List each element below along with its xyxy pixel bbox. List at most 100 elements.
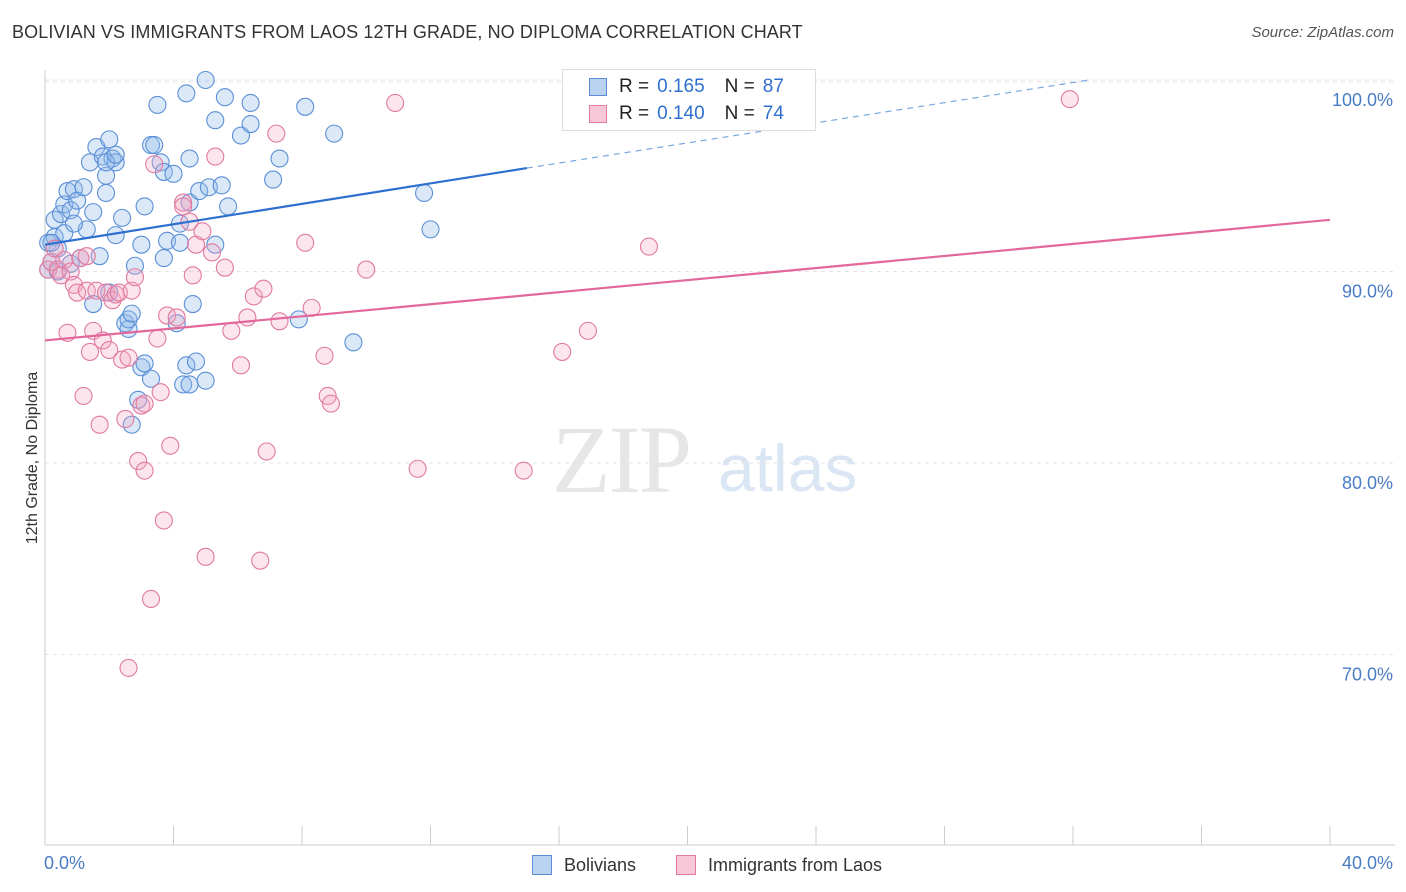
data-point bbox=[325, 124, 344, 143]
data-point bbox=[257, 442, 276, 461]
data-point bbox=[415, 183, 434, 203]
data-point bbox=[212, 176, 231, 195]
data-point bbox=[135, 394, 154, 413]
legend-row-laos: R = 0.140 N = 74 bbox=[589, 101, 784, 127]
data-point bbox=[241, 93, 260, 113]
y-tick-label: 90.0% bbox=[1342, 282, 1393, 302]
legend-n-value: 74 bbox=[762, 103, 784, 124]
data-point bbox=[154, 511, 173, 530]
legend-swatch-bolivians bbox=[589, 78, 607, 96]
legend-r-value: 0.140 bbox=[657, 103, 705, 124]
data-point bbox=[206, 147, 225, 166]
axes bbox=[44, 70, 1395, 846]
data-point bbox=[154, 249, 173, 268]
data-point bbox=[219, 197, 238, 216]
data-point bbox=[84, 203, 103, 222]
watermark-zip: ZIP bbox=[552, 406, 692, 513]
data-point bbox=[251, 551, 270, 570]
trend-line-extension bbox=[526, 79, 1090, 169]
data-point bbox=[177, 356, 196, 375]
data-point bbox=[296, 97, 315, 116]
data-point bbox=[119, 348, 138, 367]
data-point bbox=[174, 193, 193, 212]
data-point bbox=[61, 201, 80, 220]
tick-labels: 70.0% 80.0% 90.0% 100.0% 0.0% 40.0% bbox=[44, 90, 1393, 873]
series-bolivians bbox=[39, 70, 440, 434]
data-point bbox=[132, 235, 151, 254]
data-point bbox=[180, 149, 199, 168]
data-point bbox=[1060, 90, 1079, 109]
legend-swatch-laos bbox=[589, 105, 607, 123]
data-point bbox=[270, 312, 289, 331]
data-point bbox=[125, 268, 144, 287]
data-point bbox=[145, 155, 164, 174]
data-point bbox=[264, 170, 283, 189]
data-point bbox=[315, 346, 334, 365]
source-label: Source: ZipAtlas.com bbox=[1251, 24, 1394, 41]
data-point bbox=[296, 233, 315, 252]
data-point bbox=[254, 279, 273, 298]
data-point bbox=[231, 356, 251, 375]
data-point bbox=[174, 197, 193, 216]
data-point bbox=[386, 93, 405, 113]
trend-line bbox=[44, 218, 1331, 342]
data-point bbox=[55, 250, 74, 270]
data-point bbox=[164, 164, 183, 183]
data-point bbox=[639, 237, 659, 256]
data-point bbox=[116, 409, 135, 429]
data-point bbox=[267, 124, 286, 143]
data-point bbox=[113, 350, 132, 369]
legend-correlation: R = 0.165 N = 87 R = 0.140 N = 74 bbox=[562, 69, 816, 131]
data-point bbox=[96, 153, 116, 172]
data-point bbox=[151, 153, 170, 172]
legend-item-bolivians: Bolivians bbox=[532, 852, 636, 878]
y-tick-label: 80.0% bbox=[1342, 473, 1393, 493]
legend-label-bolivians: Bolivians bbox=[564, 854, 637, 875]
data-point bbox=[113, 208, 132, 227]
data-point bbox=[161, 436, 180, 455]
y-tick-label: 100.0% bbox=[1332, 90, 1393, 110]
data-point bbox=[52, 205, 71, 224]
series-laos bbox=[39, 90, 1079, 677]
data-point bbox=[61, 262, 80, 281]
data-point bbox=[180, 375, 199, 394]
data-point bbox=[190, 182, 209, 201]
data-point bbox=[196, 70, 215, 90]
data-point bbox=[148, 95, 167, 114]
data-point bbox=[193, 222, 212, 241]
data-point bbox=[148, 329, 167, 348]
data-point bbox=[135, 461, 154, 480]
data-point bbox=[206, 111, 225, 130]
legend-n-value: 87 bbox=[762, 76, 784, 97]
data-point bbox=[100, 130, 119, 149]
data-point bbox=[77, 281, 96, 300]
legend-r-label: R = bbox=[619, 76, 650, 97]
data-point bbox=[129, 452, 148, 471]
y-tick-label: 70.0% bbox=[1342, 665, 1393, 685]
data-point bbox=[132, 396, 151, 415]
data-point bbox=[344, 333, 363, 352]
data-point bbox=[90, 415, 109, 434]
watermark-atlas: atlas bbox=[718, 431, 858, 505]
data-point bbox=[141, 589, 161, 609]
legend-n-label: N = bbox=[724, 76, 755, 97]
legend-label-laos: Immigrants from Laos bbox=[708, 854, 883, 875]
data-point bbox=[135, 197, 154, 216]
legend-n-label: N = bbox=[724, 103, 755, 124]
legend-row-bolivians: R = 0.165 N = 87 bbox=[589, 74, 784, 100]
data-point bbox=[167, 308, 186, 327]
data-point bbox=[106, 153, 125, 172]
data-point bbox=[177, 84, 196, 103]
data-point bbox=[64, 214, 83, 233]
legend-swatch-bolivians bbox=[532, 855, 552, 875]
y-axis-label: 12th Grade, No Diploma bbox=[24, 372, 41, 545]
data-point bbox=[145, 136, 164, 155]
data-point bbox=[241, 114, 260, 134]
data-point bbox=[357, 260, 376, 279]
data-point bbox=[174, 375, 193, 394]
data-point bbox=[90, 247, 109, 266]
data-point bbox=[196, 371, 215, 390]
data-point bbox=[74, 178, 93, 197]
data-point bbox=[100, 340, 119, 360]
